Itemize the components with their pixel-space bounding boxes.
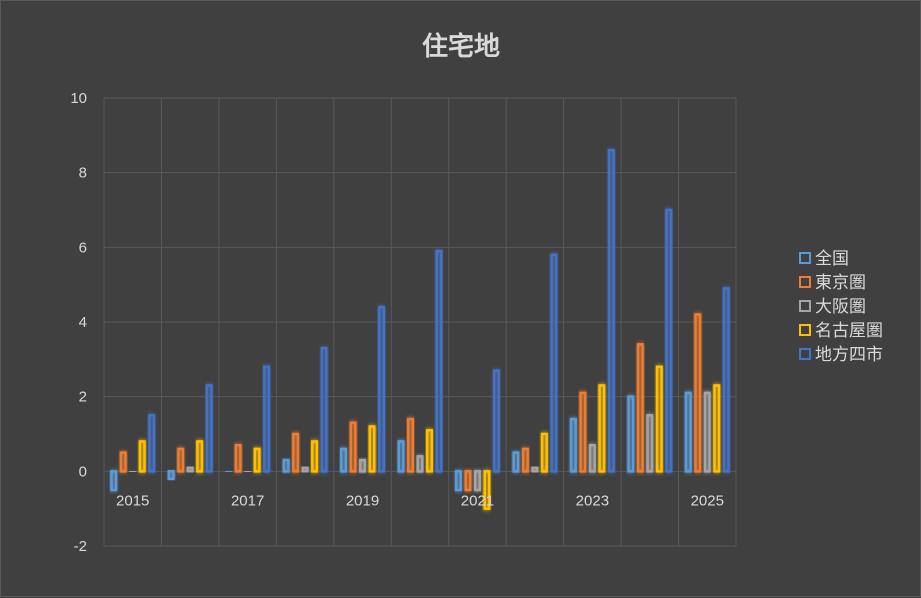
bar-1-8 (579, 391, 587, 473)
bar-0-10 (684, 391, 692, 473)
bar-4-5 (435, 249, 443, 473)
bar-0-9 (627, 395, 635, 473)
bar-3-0 (138, 440, 146, 473)
bar-1-3 (292, 432, 300, 473)
bar-1-2 (234, 443, 242, 473)
bar-3-9 (655, 365, 663, 473)
legend-swatch-0 (799, 252, 811, 264)
bar-3-2 (253, 447, 261, 473)
legend-swatch-1 (799, 276, 811, 288)
bar-4-10 (722, 287, 730, 473)
y-axis-tick-labels: -2 0 2 4 6 8 10 (70, 90, 87, 555)
bar-4-4 (378, 305, 386, 473)
bar-2-5 (416, 455, 424, 473)
x-tick-label: 2019 (346, 492, 379, 509)
legend-label-2: 大阪圏 (815, 297, 866, 317)
legend-label-0: 全国 (815, 249, 849, 269)
bar-3-5 (425, 429, 433, 473)
bar-2-0 (129, 470, 137, 474)
bar-1-7 (521, 447, 529, 473)
bar-1-9 (636, 343, 644, 473)
bar-3-10 (713, 384, 721, 473)
bar-1-4 (349, 421, 357, 473)
bar-4-3 (320, 346, 328, 473)
bar-4-0 (148, 414, 156, 473)
bar-2-6 (473, 470, 481, 492)
bar-3-3 (311, 440, 319, 473)
legend-label-1: 東京圏 (815, 273, 866, 293)
y-tick-label: 8 (79, 165, 87, 182)
bar-4-1 (205, 384, 213, 473)
x-tick-label: 2017 (231, 492, 264, 509)
x-tick-label: 2015 (116, 492, 149, 509)
y-tick-label: -2 (74, 538, 87, 555)
bar-3-1 (196, 440, 204, 473)
legend-label-4: 地方四市 (815, 345, 883, 365)
bar-3-6 (483, 470, 491, 510)
x-tick-label: 2025 (691, 492, 724, 509)
bar-0-1 (167, 470, 175, 481)
bar-3-8 (598, 384, 606, 473)
bar-4-6 (492, 369, 500, 473)
bar-1-10 (694, 313, 702, 473)
bar-2-10 (703, 391, 711, 473)
legend-label-3: 名古屋圏 (815, 321, 883, 341)
bar-0-7 (512, 451, 520, 473)
bar-4-8 (607, 149, 615, 473)
bar-4-7 (550, 253, 558, 473)
y-tick-label: 6 (79, 239, 87, 256)
y-tick-label: 2 (79, 389, 87, 406)
bar-2-1 (186, 466, 194, 473)
bar-0-6 (454, 470, 462, 492)
y-tick-label: 4 (79, 314, 87, 331)
bar-0-5 (397, 440, 405, 473)
bar-0-3 (282, 458, 290, 473)
bar-0-8 (569, 417, 577, 473)
x-tick-label: 2021 (461, 492, 494, 509)
chart-title: 住宅地 (422, 31, 500, 62)
bar-3-7 (540, 432, 548, 473)
legend-swatch-4 (799, 348, 811, 360)
bar-1-1 (177, 447, 185, 473)
legend-swatch-3 (799, 324, 811, 336)
bar-0-0 (110, 470, 118, 492)
bar-2-4 (359, 458, 367, 473)
y-tick-label: 0 (79, 463, 87, 480)
bar-1-5 (407, 417, 415, 473)
bar-4-9 (665, 208, 673, 473)
bar-0-4 (340, 447, 348, 473)
bar-3-4 (368, 425, 376, 473)
bar-4-2 (263, 365, 271, 473)
bar-2-3 (301, 466, 309, 473)
bar-0-2 (225, 470, 233, 474)
bar-1-6 (464, 470, 472, 492)
bar-2-8 (588, 443, 596, 473)
bar-2-7 (531, 466, 539, 473)
x-axis-tick-labels: 2015 2017 2019 2021 2023 2025 (116, 492, 724, 509)
bars (110, 149, 730, 510)
bar-1-0 (119, 451, 127, 473)
bar-2-2 (244, 470, 252, 474)
x-tick-label: 2023 (576, 492, 609, 509)
gridlines (103, 97, 737, 547)
legend-swatch-2 (799, 300, 811, 312)
bar-2-9 (646, 414, 654, 473)
y-tick-label: 10 (70, 90, 87, 107)
